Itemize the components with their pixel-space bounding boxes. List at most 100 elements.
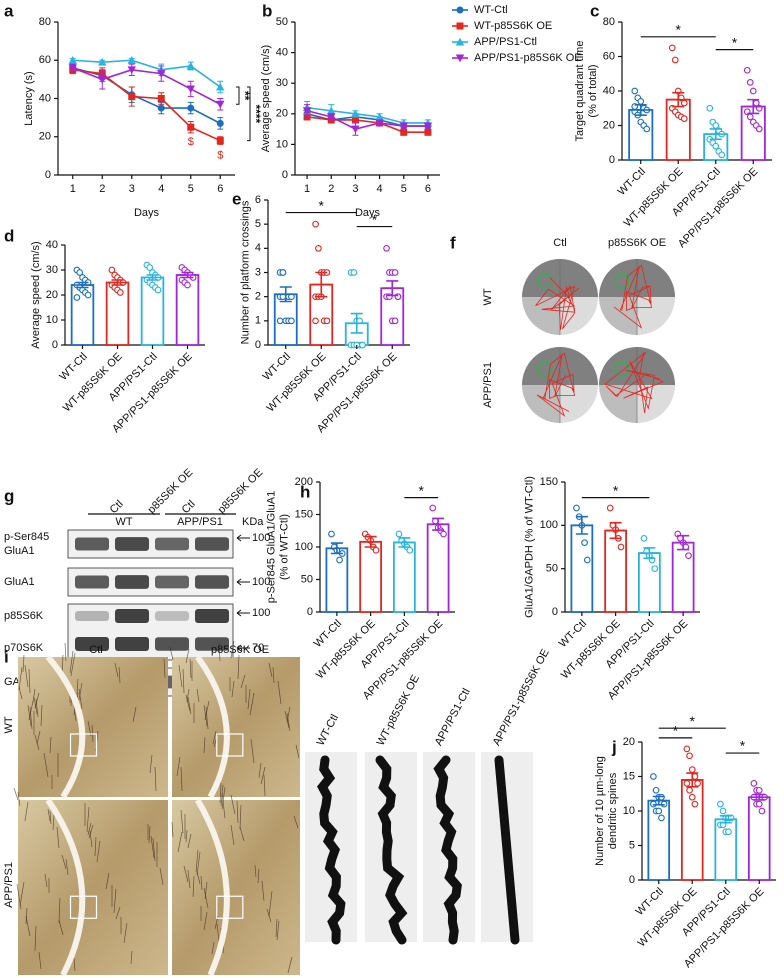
y-axis-title: dendritic spines [607, 772, 619, 849]
significance: * [372, 211, 378, 227]
significance: * [613, 482, 619, 498]
neuron [44, 873, 48, 888]
point [372, 546, 380, 554]
unit-label: KDa [242, 516, 264, 528]
neuron [76, 678, 79, 695]
neuron [169, 646, 174, 661]
point [127, 56, 136, 64]
x-tick-label: 3 [352, 183, 358, 195]
y-tick-label: 40 [46, 239, 58, 251]
neuron [240, 674, 246, 689]
x-tick-label: WT-p85S6K OE [559, 618, 623, 682]
neuron [211, 941, 215, 955]
neuron [40, 704, 43, 727]
point [323, 317, 331, 325]
error-bar [683, 772, 701, 788]
x-tick-label: 4 [158, 183, 164, 195]
error-bar [607, 521, 625, 540]
point [98, 57, 107, 66]
column-label: Ctl [553, 237, 566, 249]
point [216, 100, 225, 109]
neuron [231, 680, 235, 698]
neuron [239, 826, 245, 842]
y-tick-label: 150 [540, 476, 558, 488]
neuron [187, 833, 192, 849]
quadrant [522, 385, 560, 423]
arrow [236, 578, 250, 586]
blot-band [195, 537, 229, 551]
point [668, 44, 676, 52]
y-axis-title: Average speed (cm/s) [260, 45, 272, 152]
neuron [249, 692, 255, 716]
point [68, 56, 77, 64]
x-tick-label: 3 [129, 183, 135, 195]
y-tick-label: 10 [623, 805, 635, 817]
y-tick-label: 5 [629, 839, 635, 851]
blot-band [75, 610, 109, 622]
point [637, 97, 645, 105]
point [302, 107, 312, 115]
inset-box [216, 733, 244, 757]
x-tick-label: 6 [217, 183, 223, 195]
point [423, 122, 433, 131]
y-axis-title: GluA1/GAPDH (% of WT-Ctl) [523, 476, 535, 618]
y-tick-label: 0 [255, 339, 261, 351]
x-tick-label: WT-Ctl [616, 166, 648, 198]
x-tick-label: WT-p85S6K OE [636, 886, 700, 950]
x-tick-label: 2 [328, 183, 334, 195]
point [327, 106, 336, 115]
blot-band [155, 611, 189, 621]
point [694, 780, 701, 787]
y-axis-title: Latency (s) [23, 71, 35, 125]
point [725, 828, 732, 836]
neuron [276, 920, 280, 941]
point [655, 807, 663, 815]
point [651, 565, 659, 573]
point [429, 504, 437, 512]
point [383, 244, 390, 252]
error-bar [573, 515, 591, 535]
blot-band [195, 609, 229, 623]
point [758, 807, 766, 815]
arrow [236, 644, 250, 652]
neuron [32, 688, 36, 703]
layer [195, 798, 230, 977]
panel-letter: g [4, 486, 14, 505]
significance: * [319, 197, 325, 213]
point [128, 93, 136, 101]
significance: * [419, 482, 425, 498]
point [327, 113, 336, 122]
point [186, 85, 195, 94]
x-tick-label: 2 [99, 183, 105, 195]
neuron [159, 867, 164, 886]
point [583, 556, 591, 564]
y-tick-label: 20 [46, 289, 58, 301]
error-bar [631, 104, 651, 116]
neuron [34, 925, 37, 952]
inset-box [69, 895, 98, 919]
error-bar [328, 542, 346, 555]
point [712, 122, 720, 129]
error-bar [750, 793, 768, 801]
panel-letter: h [300, 482, 310, 501]
neuron [163, 658, 166, 679]
neuron [268, 662, 273, 678]
y-tick-label: 20 [603, 119, 615, 131]
y-axis-title: Number of 10 µm-long [594, 756, 606, 866]
point [336, 556, 343, 564]
y-axis-title: p-Ser845 GluA1/GluA1 [265, 491, 277, 604]
neuron [177, 831, 183, 853]
error-bar [276, 286, 295, 303]
error-bar [743, 98, 763, 115]
neuron [293, 815, 299, 829]
swim-path [613, 264, 653, 329]
significance: * [673, 723, 679, 739]
x-tick-label: WT-Ctl [261, 351, 293, 383]
neuron [203, 887, 209, 909]
neuron [123, 922, 128, 944]
point [400, 128, 408, 136]
marker-label: 100 [252, 576, 270, 588]
point [279, 269, 287, 276]
